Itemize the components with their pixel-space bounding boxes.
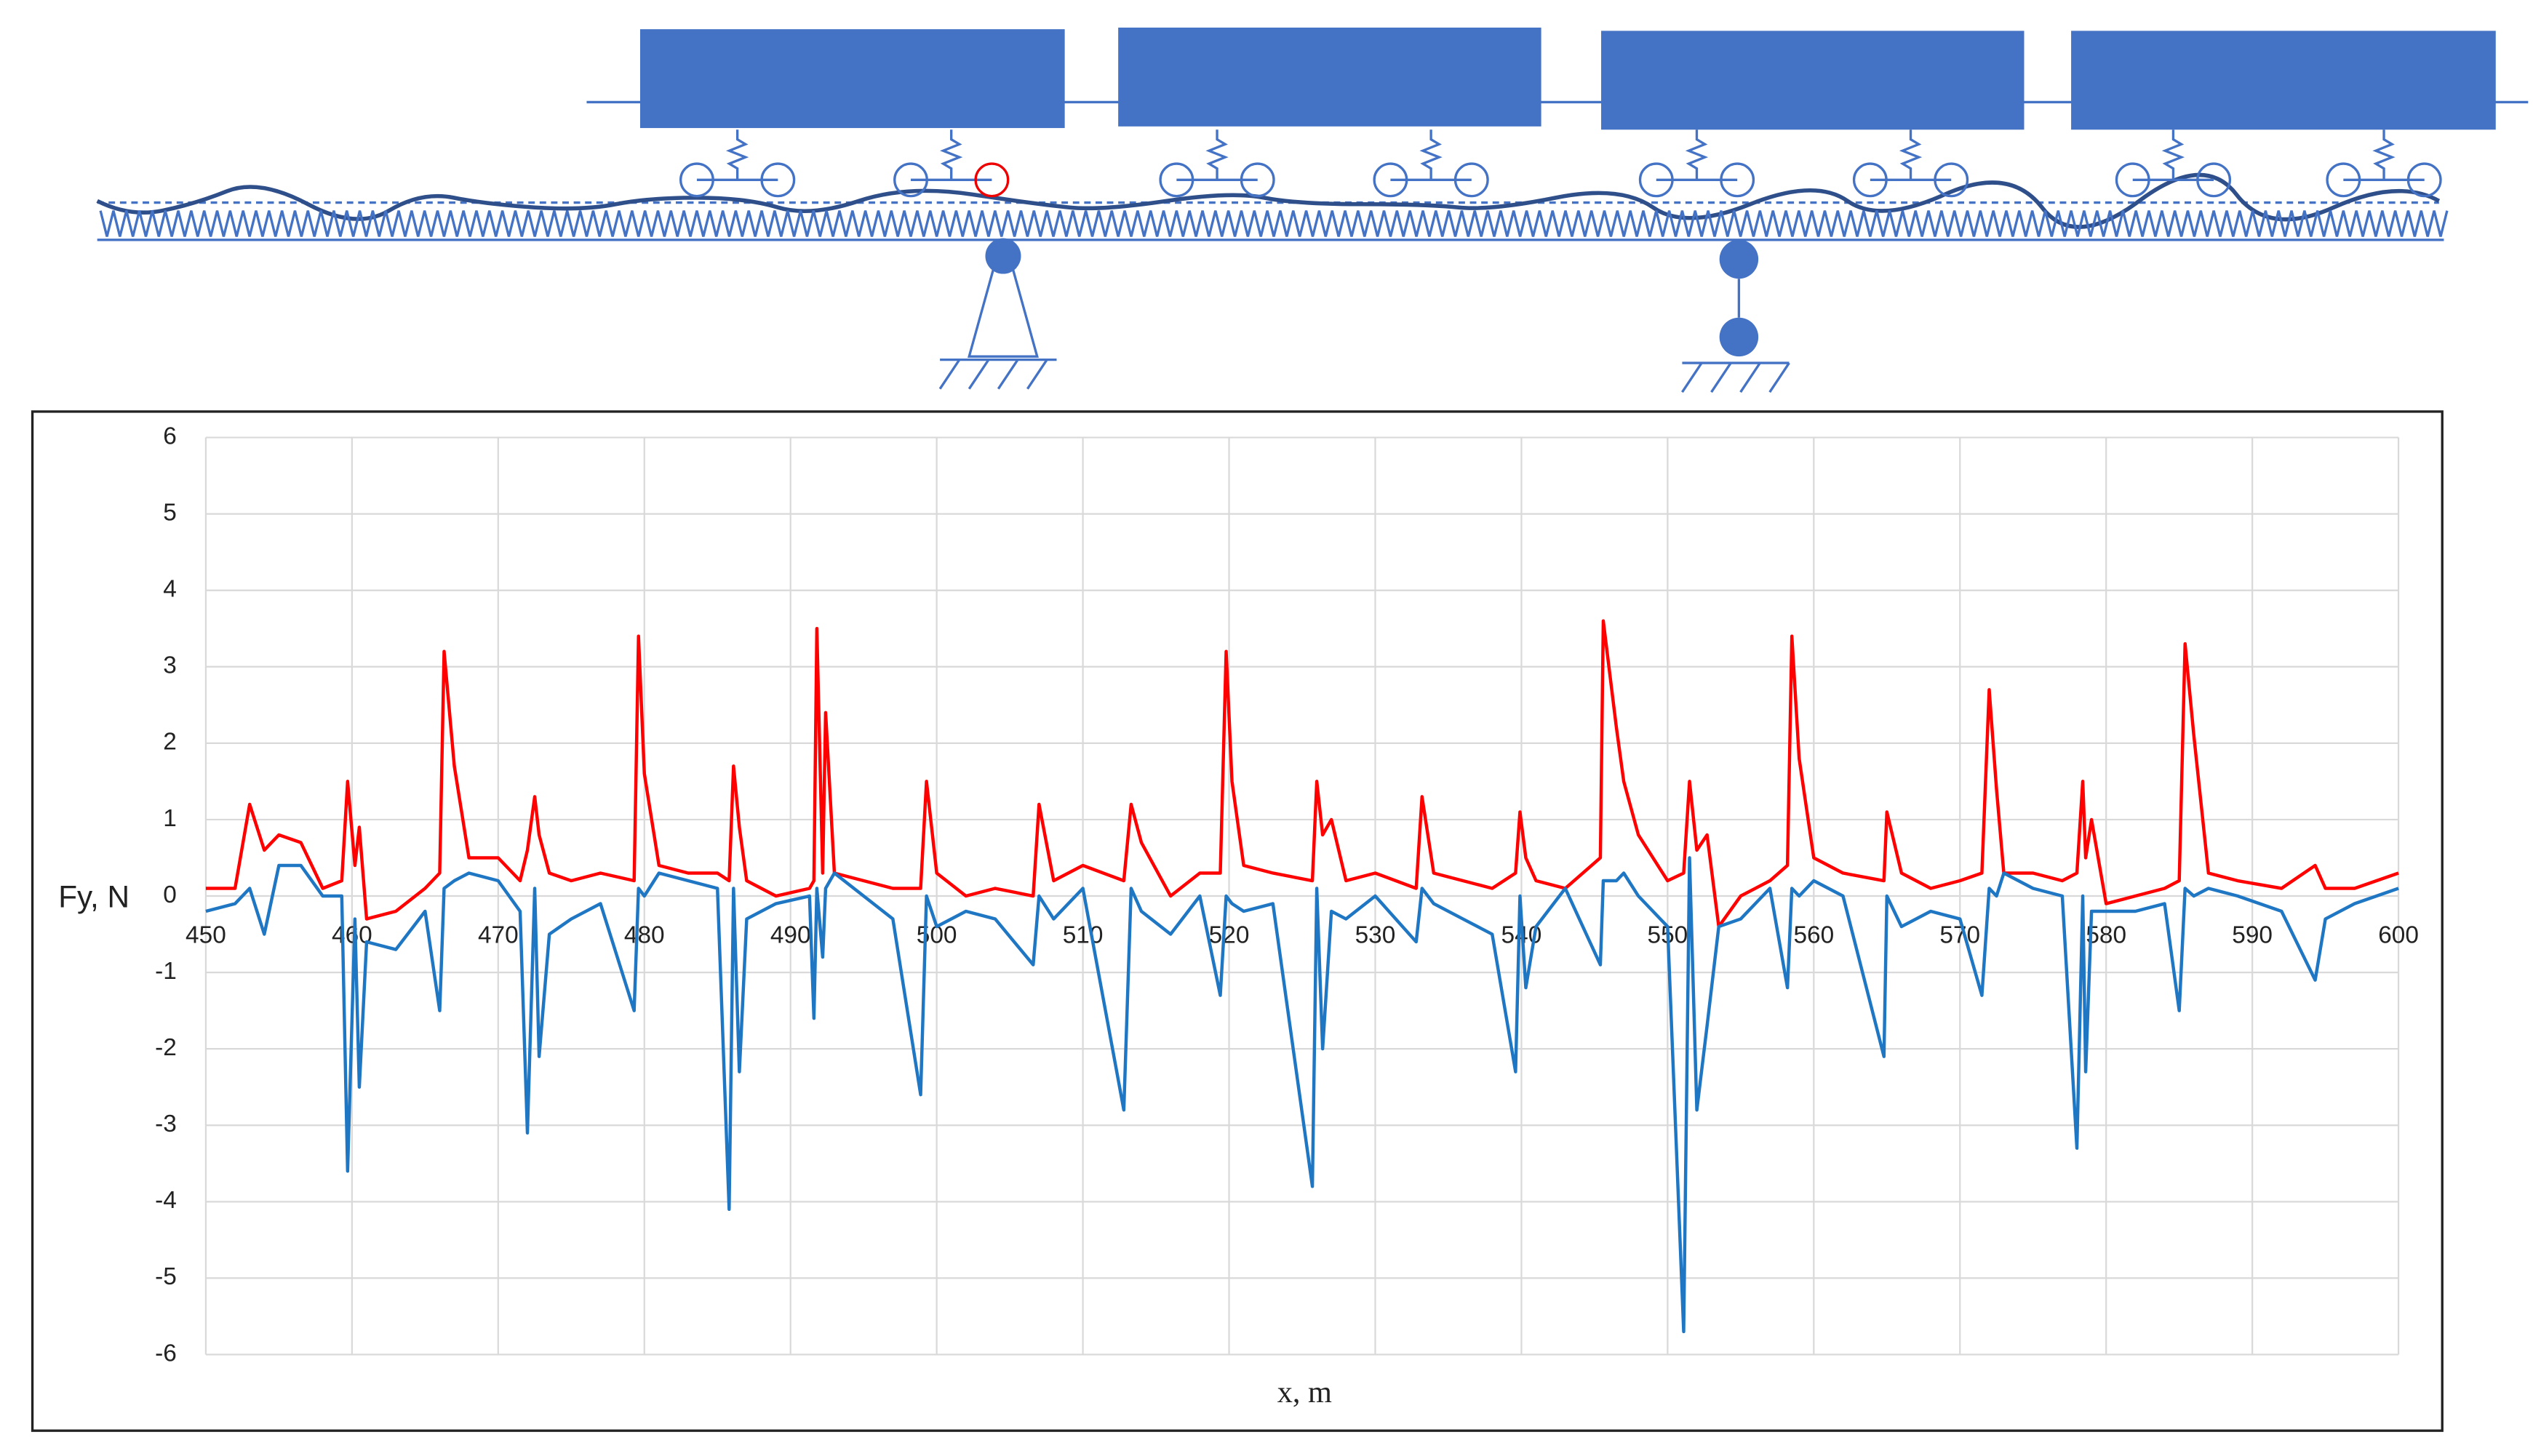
x-tick-label: 490 bbox=[770, 922, 811, 949]
spring bbox=[725, 129, 749, 180]
support bbox=[985, 238, 1021, 274]
wheel bbox=[1453, 162, 1489, 198]
x-tick-label: 600 bbox=[2378, 922, 2419, 949]
y-axis-label: Fy, N bbox=[58, 880, 129, 914]
support-frame bbox=[968, 268, 1039, 358]
x-tick-label: 520 bbox=[1209, 922, 1250, 949]
x-tick-label: 510 bbox=[1063, 922, 1104, 949]
spring bbox=[940, 129, 963, 180]
x-tick-label: 580 bbox=[2086, 922, 2126, 949]
x-tick-label: 590 bbox=[2232, 922, 2273, 949]
x-tick-label: 470 bbox=[478, 922, 519, 949]
wheel bbox=[2406, 162, 2442, 198]
car bbox=[639, 29, 1065, 129]
train-diagram bbox=[96, 27, 2529, 393]
wheel bbox=[760, 162, 796, 198]
y-tick-label: 6 bbox=[163, 423, 177, 449]
x-tick-label: 570 bbox=[1939, 922, 1980, 949]
ground-hatch bbox=[1681, 362, 1790, 393]
x-axis-label: x, m bbox=[1277, 1375, 1332, 1409]
y-tick-label: -2 bbox=[155, 1034, 177, 1061]
y-tick-label: 2 bbox=[163, 729, 177, 756]
y-tick-label: -5 bbox=[155, 1263, 177, 1290]
y-tick-label: -6 bbox=[155, 1340, 177, 1367]
y-tick-label: 3 bbox=[163, 652, 177, 679]
x-tick-label: 450 bbox=[186, 922, 226, 949]
series-line bbox=[205, 619, 2399, 929]
chart-frame bbox=[31, 410, 2444, 1432]
y-tick-label: -3 bbox=[155, 1111, 177, 1137]
spring bbox=[1685, 129, 1709, 180]
spring bbox=[1205, 129, 1229, 180]
support bbox=[1719, 317, 1759, 357]
wheel bbox=[2196, 162, 2232, 198]
spring bbox=[1899, 129, 1923, 180]
car bbox=[1601, 31, 2025, 130]
y-tick-label: -4 bbox=[155, 1187, 177, 1214]
y-tick-label: 0 bbox=[163, 881, 177, 908]
spring bbox=[2161, 129, 2185, 180]
spring bbox=[2372, 129, 2396, 180]
car bbox=[1118, 27, 1541, 127]
x-tick-label: 530 bbox=[1355, 922, 1396, 949]
x-tick-label: 480 bbox=[624, 922, 665, 949]
sleeper-hatch bbox=[99, 210, 2449, 237]
wheel bbox=[1720, 162, 1755, 198]
ground-hatch bbox=[938, 359, 1048, 390]
support bbox=[1719, 239, 1759, 279]
y-tick-label: 1 bbox=[163, 805, 177, 832]
y-tick-label: 5 bbox=[163, 499, 177, 526]
series-line bbox=[205, 856, 2399, 1334]
car bbox=[2071, 31, 2496, 130]
x-tick-label: 560 bbox=[1793, 922, 1834, 949]
spring bbox=[1419, 129, 1443, 180]
y-tick-label: -1 bbox=[155, 958, 177, 985]
y-tick-label: 4 bbox=[163, 576, 177, 603]
wheel bbox=[1934, 162, 1969, 198]
wheel bbox=[1240, 162, 1275, 198]
track-profile bbox=[96, 172, 2441, 229]
wheel bbox=[974, 162, 1010, 198]
